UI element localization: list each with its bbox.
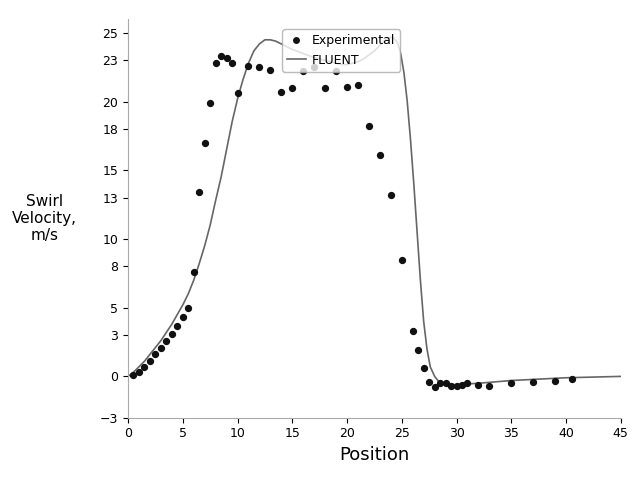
Experimental [129, 371, 139, 379]
Experimental [145, 358, 155, 365]
Experimental [474, 381, 484, 388]
Experimental [194, 189, 204, 196]
Experimental [424, 378, 435, 386]
FLUENT [617, 373, 625, 379]
Experimental [172, 322, 182, 329]
Experimental [200, 139, 210, 147]
Experimental [211, 60, 221, 67]
Experimental [342, 83, 352, 90]
Experimental [550, 377, 560, 384]
Legend: Experimental, FLUENT: Experimental, FLUENT [282, 29, 401, 72]
FLUENT [343, 61, 351, 67]
Experimental [309, 63, 319, 71]
Experimental [440, 379, 451, 387]
Experimental [408, 327, 418, 335]
Experimental [457, 381, 467, 388]
Experimental [276, 88, 287, 96]
Experimental [221, 54, 232, 61]
Experimental [528, 378, 538, 386]
Experimental [386, 191, 396, 199]
Experimental [216, 52, 226, 60]
Experimental [183, 304, 193, 312]
Experimental [413, 347, 423, 354]
Experimental [566, 375, 577, 383]
Experimental [150, 350, 161, 358]
FLUENT [168, 321, 175, 327]
Experimental [156, 344, 166, 351]
Experimental [429, 384, 440, 391]
Experimental [484, 382, 495, 390]
Experimental [166, 330, 177, 337]
Experimental [506, 379, 516, 387]
Experimental [375, 151, 385, 159]
FLUENT [124, 373, 132, 379]
FLUENT [371, 48, 378, 54]
FLUENT [266, 37, 274, 43]
Line: FLUENT: FLUENT [128, 37, 621, 384]
Experimental [232, 90, 243, 97]
Experimental [205, 99, 215, 107]
Experimental [134, 369, 144, 376]
Experimental [435, 379, 445, 387]
FLUENT [376, 42, 384, 48]
Experimental [462, 379, 472, 387]
FLUENT [387, 34, 395, 40]
Experimental [298, 68, 308, 75]
Experimental [331, 68, 341, 75]
Experimental [161, 337, 172, 345]
Experimental [446, 382, 456, 390]
Y-axis label: Swirl
Velocity,
m/s: Swirl Velocity, m/s [12, 193, 77, 243]
FLUENT [442, 382, 449, 387]
Experimental [265, 66, 275, 74]
Experimental [140, 363, 150, 371]
Experimental [397, 256, 407, 264]
Experimental [451, 382, 461, 390]
X-axis label: Position: Position [339, 446, 410, 464]
Experimental [320, 84, 330, 92]
Experimental [419, 364, 429, 372]
Experimental [287, 84, 298, 92]
Experimental [254, 63, 264, 71]
Experimental [189, 268, 199, 276]
Experimental [227, 60, 237, 67]
Experimental [353, 81, 363, 89]
FLUENT [310, 55, 318, 60]
Experimental [178, 313, 188, 321]
Experimental [243, 62, 253, 70]
Experimental [364, 122, 374, 130]
